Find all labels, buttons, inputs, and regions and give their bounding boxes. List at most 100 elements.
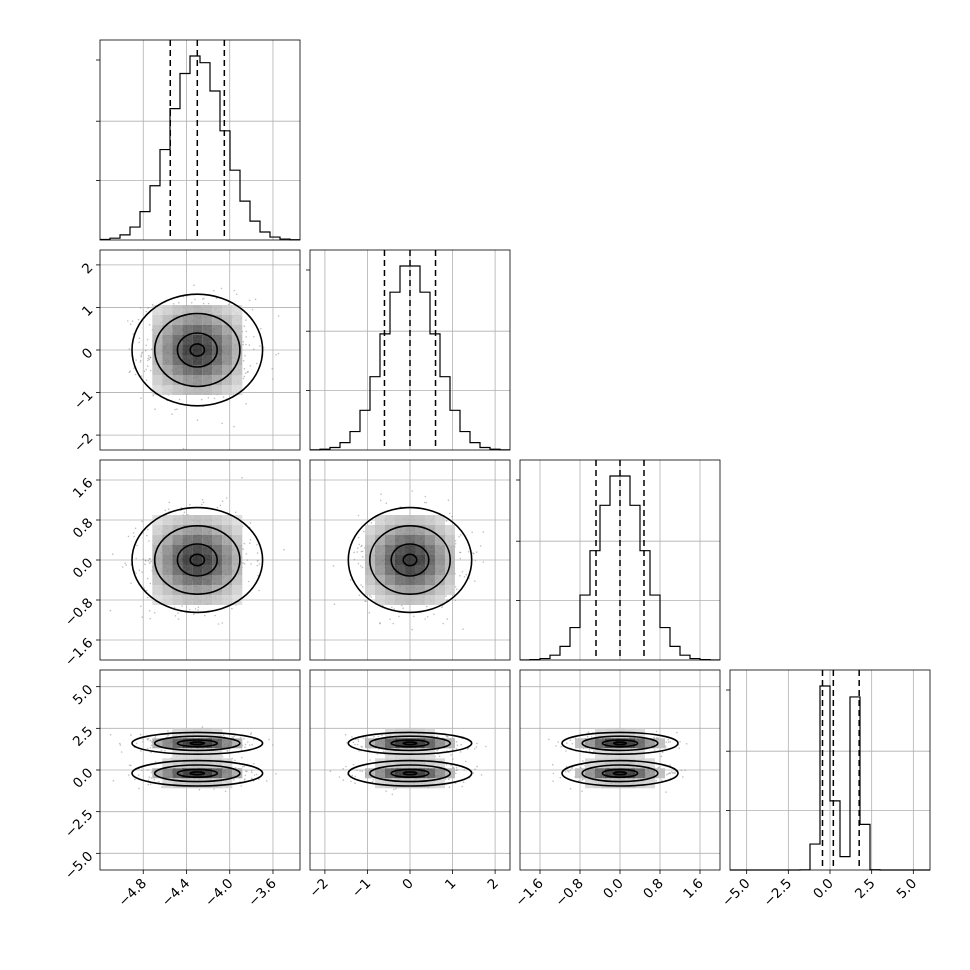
density-cell [385,515,395,525]
density-cell [162,778,173,789]
density-cell [192,748,203,759]
density-cell [192,768,203,779]
density-cell [415,758,425,769]
scatter-panel-3-1: −2 −1 0 1 2 [306,669,511,901]
scatter-point [109,734,112,736]
scatter-point [146,769,149,771]
scatter-point [369,759,372,761]
density-cell [375,515,385,525]
density-cell [435,565,445,575]
scatter-point [167,508,170,511]
y-tick-label: 0.8 [70,515,97,542]
contour-level [153,735,241,752]
x-tick-label: −4.0 [202,876,236,910]
scatter-point [476,742,478,745]
density-cell [415,575,425,585]
scatter-point [231,736,233,738]
scatter-point [333,603,336,605]
scatter-point [344,733,347,736]
density-cell [435,758,445,769]
contour-level [402,741,418,746]
scatter-point [456,769,459,771]
scatter-point [151,348,153,350]
scatter-point [127,774,130,776]
scatter-point [393,608,396,610]
density-cell [182,555,193,565]
density-cell [152,585,163,595]
density-cell [192,565,203,575]
density-cell [202,365,213,375]
scatter-point [145,368,147,371]
scatter-point [480,545,482,547]
scatter-point [142,558,145,561]
scatter-point [684,769,686,771]
contour-level [581,764,659,783]
scatter-point [455,767,458,769]
density-cell [222,768,233,779]
scatter-point [358,750,360,752]
contour-level [153,524,241,595]
scatter-point [448,786,451,788]
scatter-point [139,307,142,309]
density-cell [212,575,223,585]
scatter-point [250,777,253,780]
density-cell [182,515,193,525]
density-cell [152,525,163,535]
scatter-point [134,778,136,781]
scatter-point [557,741,559,743]
scatter-point [200,398,203,401]
density-cell [375,768,385,779]
scatter-point [559,776,562,779]
density-cell [445,585,455,595]
density-cell [425,575,435,585]
scatter-point [655,779,657,782]
scatter-point [119,742,121,745]
scatter-point [569,769,572,771]
density-cell [162,585,173,595]
density-cell [152,768,163,779]
contour-level [131,759,264,787]
density-cell [162,555,173,565]
scatter-point [564,770,567,773]
density-cell [222,778,233,789]
density-cell [162,305,173,315]
scatter-point [246,770,248,773]
scatter-point [167,734,169,737]
scatter-point [148,540,150,542]
scatter-point [131,320,134,322]
scatter-point [128,764,131,766]
scatter-point [661,751,664,753]
density-cell [182,535,193,545]
x-tick-label: 2 [485,876,502,893]
scatter-point [146,596,149,599]
density-cell [435,778,445,789]
scatter-point [249,542,251,544]
scatter-point [190,302,193,304]
density-cell [162,575,173,585]
density-cell [375,758,385,769]
scatter-point [243,765,246,767]
density-cell [202,525,213,535]
histogram-panel-3: −5.0 −2.5 0.0 2.5 5.0 [719,669,931,910]
contour-level [131,293,264,407]
density-cell [212,758,223,769]
contour-level [601,768,639,778]
scatter-point [233,735,235,737]
scatter-point [250,771,253,774]
contour-level [176,739,219,748]
scatter-point [448,778,450,781]
density-cell [202,585,213,595]
scatter-point [349,579,352,581]
contour-level [176,768,219,778]
scatter-point [141,571,143,573]
density-cell [202,335,213,345]
scatter-point [254,298,257,301]
scatter-point [667,772,670,775]
density-cell [192,585,203,595]
scatter-point [475,551,478,553]
scatter-point [133,535,135,538]
scatter-point [146,534,148,537]
scatter-point [256,564,259,567]
density-cell [182,575,193,585]
density-cell [415,565,425,575]
